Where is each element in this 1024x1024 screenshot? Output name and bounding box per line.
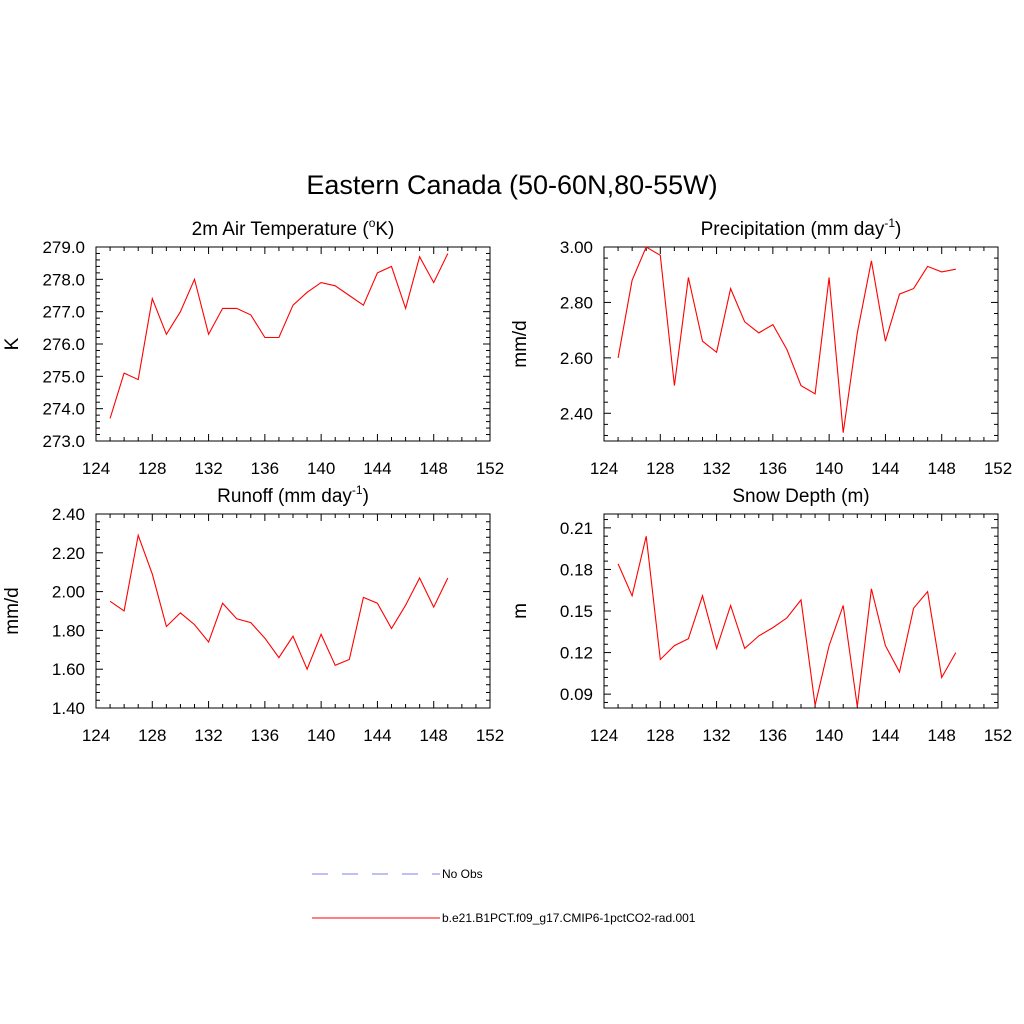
x-tick-label: 144	[871, 459, 899, 478]
x-tick-label: 124	[590, 459, 618, 478]
panel-title-suffix: )	[363, 486, 369, 507]
x-tick-label: 128	[138, 459, 166, 478]
chart-panel-3: 124 128 132 136 140 144 148 152 0.09 0.12 0.15 0.18…	[510, 486, 1012, 745]
x-tick-label: 124	[590, 726, 618, 745]
chart-panel-1: 124 128 132 136 140 144 148 152 2.40 2.60 2.80 3.00…	[510, 216, 1012, 478]
y-tick-label: 279.0	[42, 238, 85, 257]
x-tick-label: 144	[363, 726, 391, 745]
x-tick-label: 136	[251, 459, 279, 478]
plot-frame	[603, 513, 999, 709]
y-tick-label: 0.18	[560, 560, 593, 579]
panel-title-main: Runoff (mm day	[217, 486, 352, 507]
panel-title-superscript: o	[369, 216, 376, 230]
y-tick-label: 278.0	[42, 270, 85, 289]
plot-frame	[95, 246, 491, 442]
panel-title-main: Precipitation (mm day	[701, 219, 885, 240]
y-tick-label: 2.20	[52, 544, 85, 563]
x-tick-label: 128	[646, 726, 674, 745]
x-tick-label: 148	[420, 459, 448, 478]
panels: 124 128 132 136 140 144 148 152 273.0 274.0 275.0 2…	[2, 216, 1012, 745]
x-tick-label: 152	[984, 459, 1012, 478]
legend-label-no-obs: No Obs	[442, 867, 483, 881]
y-tick-label: 277.0	[42, 303, 85, 322]
x-tick-label: 132	[194, 726, 222, 745]
y-tick-label: 273.0	[42, 432, 85, 451]
panel-title: Snow Depth (m)	[732, 486, 869, 507]
x-tick-label: 136	[759, 726, 787, 745]
panel-title: Precipitation (mm day-1)	[701, 216, 902, 240]
legend-label-model: b.e21.B1PCT.f09_g17.CMIP6-1pctCO2-rad.00…	[442, 911, 696, 925]
y-tick-label: 0.09	[560, 685, 593, 704]
series-line-0	[617, 536, 957, 707]
x-tick-label: 136	[759, 459, 787, 478]
x-tick-label: 140	[815, 459, 843, 478]
x-tick-label: 136	[251, 726, 279, 745]
x-tick-label: 124	[82, 459, 110, 478]
y-tick-label: 1.40	[52, 699, 85, 718]
y-axis-label: K	[2, 337, 23, 350]
y-tick-label: 1.60	[52, 660, 85, 679]
y-tick-label: 2.80	[560, 293, 593, 312]
y-tick-label: 2.40	[52, 505, 85, 524]
y-axis-label: m	[510, 603, 531, 619]
panel-title: 2m Air Temperature (oK)	[192, 216, 395, 240]
y-tick-label: 3.00	[560, 238, 593, 257]
x-tick-label: 128	[138, 726, 166, 745]
y-tick-label: 0.15	[560, 602, 593, 621]
panel-title-superscript: -1	[884, 216, 895, 230]
x-tick-label: 132	[194, 459, 222, 478]
series-line-0	[109, 533, 449, 671]
panel-title-suffix: K)	[375, 219, 394, 240]
panel-title-suffix: )	[895, 219, 901, 240]
y-axis-label: mm/d	[2, 587, 23, 635]
x-tick-label: 132	[702, 726, 730, 745]
x-tick-label: 132	[702, 459, 730, 478]
plot-frame	[95, 513, 491, 709]
y-axis-label: mm/d	[510, 320, 531, 368]
x-tick-label: 144	[363, 459, 391, 478]
x-tick-label: 148	[928, 459, 956, 478]
y-tick-label: 275.0	[42, 367, 85, 386]
x-tick-label: 140	[815, 726, 843, 745]
x-tick-label: 140	[307, 459, 335, 478]
figure-title: Eastern Canada (50-60N,80-55W)	[306, 170, 717, 200]
y-tick-label: 276.0	[42, 335, 85, 354]
panel-title: Runoff (mm day-1)	[217, 483, 369, 507]
x-tick-label: 148	[420, 726, 448, 745]
x-tick-label: 152	[476, 726, 504, 745]
panel-title-main: Snow Depth (m)	[732, 486, 869, 507]
y-tick-label: 1.80	[52, 621, 85, 640]
panel-title-main: 2m Air Temperature (	[192, 219, 370, 240]
series-line-0	[617, 246, 956, 433]
legend: No Obs b.e21.B1PCT.f09_g17.CMIP6-1pctCO2…	[312, 867, 696, 925]
x-tick-label: 152	[476, 459, 504, 478]
y-tick-label: 2.40	[560, 404, 593, 423]
x-tick-label: 148	[928, 726, 956, 745]
y-tick-label: 2.60	[560, 349, 593, 368]
x-tick-label: 124	[82, 726, 110, 745]
chart-panel-2: 124 128 132 136 140 144 148 152 1.40 1.60 1.80 2.00…	[2, 483, 504, 745]
x-tick-label: 152	[984, 726, 1012, 745]
x-tick-label: 144	[871, 726, 899, 745]
chart-panel-0: 124 128 132 136 140 144 148 152 273.0 274.0 275.0 2…	[2, 216, 504, 478]
series-line-0	[109, 253, 449, 419]
x-tick-label: 140	[307, 726, 335, 745]
y-tick-label: 0.21	[560, 519, 593, 538]
y-tick-label: 0.12	[560, 644, 593, 663]
y-tick-label: 2.00	[52, 583, 85, 602]
panel-title-superscript: -1	[352, 483, 363, 497]
x-tick-label: 128	[646, 459, 674, 478]
y-tick-label: 274.0	[42, 400, 85, 419]
